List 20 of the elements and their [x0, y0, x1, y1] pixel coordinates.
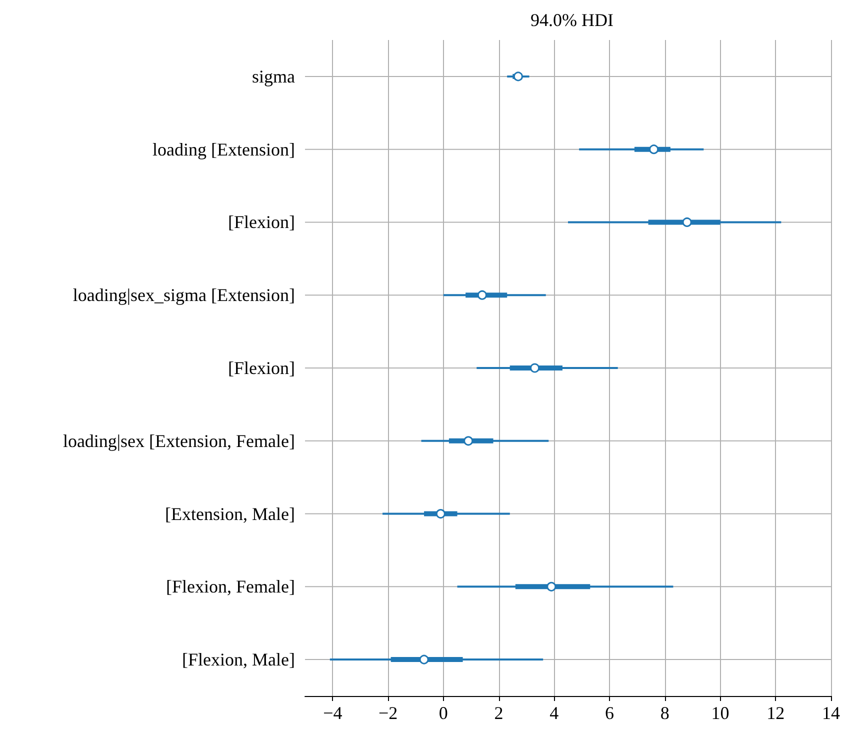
y-tick-label: [Flexion, Female]: [166, 576, 295, 597]
x-tick-label: 14: [822, 703, 840, 723]
y-tick-label: loading|sex_sigma [Extension]: [72, 285, 295, 306]
x-tick-label: 6: [605, 703, 614, 723]
y-tick-label: [Flexion]: [228, 358, 295, 378]
y-tick-label: loading [Extension]: [152, 139, 295, 160]
x-tick-label: −4: [323, 703, 342, 723]
y-tick-label: sigma: [252, 66, 296, 86]
x-tick-label: 4: [550, 703, 559, 723]
y-tick-label: [Extension, Male]: [165, 504, 295, 524]
y-tick-label: [Flexion, Male]: [182, 650, 295, 670]
x-tick-label: 0: [438, 703, 448, 723]
x-tick-label: −2: [378, 703, 398, 723]
x-tick-label: 12: [766, 703, 785, 723]
chart-title: 94.0% HDI: [530, 10, 614, 30]
x-tick-label: 8: [660, 703, 670, 723]
x-tick-label: 10: [711, 703, 730, 723]
y-tick-label: [Flexion]: [228, 212, 295, 232]
x-tick-label: 2: [494, 703, 504, 723]
y-tick-label: loading|sex [Extension, Female]: [62, 430, 295, 451]
